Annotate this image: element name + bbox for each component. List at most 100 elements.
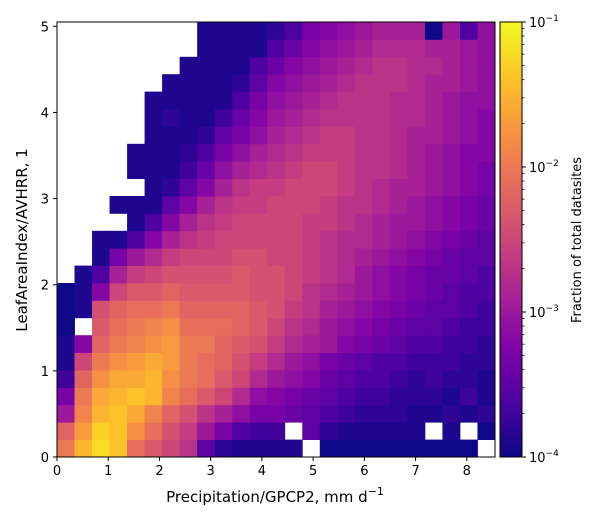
heatmap-cell (284, 213, 303, 232)
heatmap-cell (267, 404, 286, 423)
heatmap-cell (302, 91, 321, 110)
heatmap-cell (337, 143, 356, 162)
heatmap-cell (127, 230, 145, 249)
heatmap-cell (424, 22, 443, 40)
heatmap-cell (354, 404, 373, 423)
heatmap-cell (109, 230, 128, 249)
heatmap-cell (214, 422, 233, 440)
heatmap-cell (57, 370, 75, 388)
heatmap-cell (477, 39, 496, 58)
heatmap-cell (319, 143, 338, 162)
heatmap-cell (144, 196, 163, 214)
heatmap-cell (197, 91, 216, 110)
heatmap-cell (109, 317, 128, 336)
heatmap-cell (459, 387, 478, 406)
heatmap-cell (249, 387, 268, 406)
heatmap-cell (337, 248, 356, 266)
heatmap-cell (127, 213, 145, 232)
heatmap-cell (372, 439, 391, 458)
heatmap-cell (197, 248, 216, 266)
heatmap-cell (477, 22, 496, 40)
heatmap-cell (267, 230, 286, 249)
heatmap-cell (57, 317, 75, 336)
heatmap-cell (214, 109, 233, 127)
heatmap-cell (302, 196, 321, 214)
heatmap-cell (214, 370, 233, 388)
heatmap-cell (109, 422, 128, 440)
heatmap-cell (144, 213, 163, 232)
heatmap-cell (442, 439, 461, 458)
heatmap-cell (284, 265, 303, 284)
heatmap-cell (179, 352, 198, 371)
heatmap-cell (407, 143, 426, 162)
heatmap-cell (319, 248, 338, 266)
heatmap-cell (249, 265, 268, 284)
heatmap-cell (162, 248, 181, 266)
heatmap-cell (179, 143, 198, 162)
heatmap-cell (354, 196, 373, 214)
heatmap-cell (144, 387, 163, 406)
heatmap-cell (214, 265, 233, 284)
heatmap-cell (302, 39, 321, 58)
heatmap-cell (284, 178, 303, 197)
heatmap-cell (249, 161, 268, 179)
heatmap-cell (302, 161, 321, 179)
heatmap-cell (477, 335, 496, 353)
heatmap-cell (249, 196, 268, 214)
heatmap-cell (459, 230, 478, 249)
heatmap-cell (214, 213, 233, 232)
heatmap-cell (407, 91, 426, 110)
heatmap-cell (179, 248, 198, 266)
heatmap-cell (372, 370, 391, 388)
heatmap-cell (162, 178, 181, 197)
heatmap-cell (232, 317, 251, 336)
heatmap-cell (459, 283, 478, 301)
colorbar-tick-label: 10−2 (529, 159, 559, 176)
heatmap-cell (319, 196, 338, 214)
heatmap-cell (267, 265, 286, 284)
heatmap-cell (232, 422, 251, 440)
heatmap-cell (267, 387, 286, 406)
heatmap-cell (389, 404, 408, 423)
heatmap-cell (407, 22, 426, 40)
plot-frame (56, 21, 496, 458)
heatmap-cell (92, 230, 110, 249)
heatmap-cell (337, 404, 356, 423)
heatmap-cell (354, 109, 373, 127)
heatmap-cell (214, 39, 233, 58)
heatmap-cell (459, 265, 478, 284)
heatmap-cell (319, 74, 338, 92)
heatmap-cell (319, 39, 338, 58)
heatmap-cell (389, 56, 408, 75)
x-tick-label: 2 (155, 464, 163, 479)
heatmap-cell (197, 22, 216, 40)
heatmap-cell (284, 161, 303, 179)
x-tick-label: 1 (104, 464, 112, 479)
heatmap-cell (424, 109, 443, 127)
heatmap-cell (127, 387, 145, 406)
heatmap-cell (302, 248, 321, 266)
heatmap-cell (197, 404, 216, 423)
heatmap-cell (477, 370, 496, 388)
heatmap-cell (92, 300, 110, 319)
heatmap-cell (197, 335, 216, 353)
heatmap-cell (389, 39, 408, 58)
heatmap-cell (232, 109, 251, 127)
heatmap-cell (319, 422, 338, 440)
heatmap-cell (179, 109, 198, 127)
heatmap-cell (127, 335, 145, 353)
heatmap-cell (477, 317, 496, 336)
heatmap-cell (284, 317, 303, 336)
heatmap-cell (477, 283, 496, 301)
heatmap-cell (442, 230, 461, 249)
heatmap-cell (197, 56, 216, 75)
heatmap-cell (197, 161, 216, 179)
heatmap-cell (319, 56, 338, 75)
heatmap-cell (372, 196, 391, 214)
heatmap-cell (442, 213, 461, 232)
heatmap-cell (214, 230, 233, 249)
heatmap-cell (372, 404, 391, 423)
heatmap-cell (144, 265, 163, 284)
heatmap-cell (372, 335, 391, 353)
heatmap-cell (372, 300, 391, 319)
